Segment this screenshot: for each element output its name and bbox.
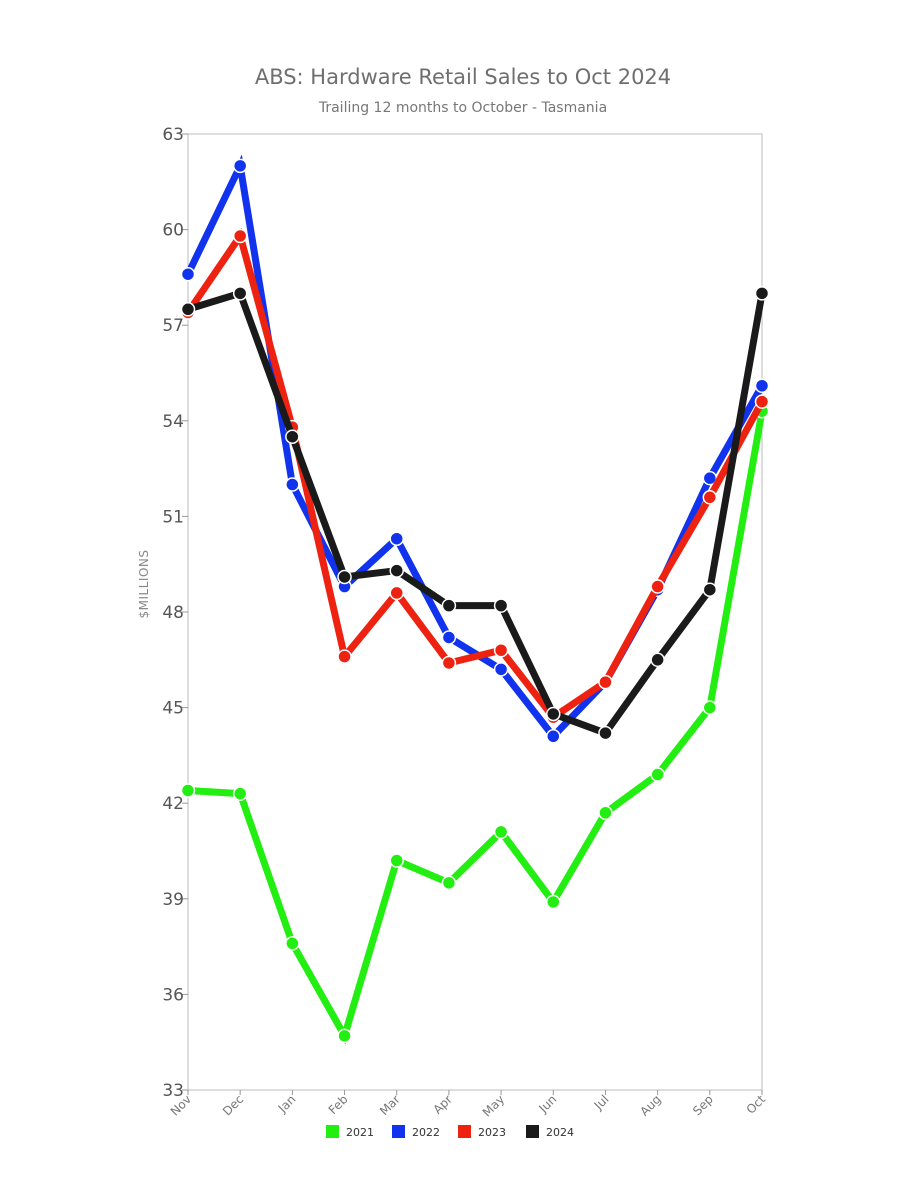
y-tick-label: 60 bbox=[162, 221, 184, 241]
data-point bbox=[232, 228, 248, 244]
data-point bbox=[389, 563, 404, 578]
legend-item-2023: 2023 bbox=[458, 1125, 506, 1139]
x-tick-label: Apr bbox=[430, 1092, 455, 1117]
x-tick-label: Feb bbox=[326, 1092, 351, 1117]
series-line-2023 bbox=[185, 227, 766, 722]
y-tick-label: 33 bbox=[162, 1081, 184, 1101]
data-point bbox=[650, 767, 665, 782]
y-tick-label: 54 bbox=[162, 412, 184, 432]
data-point bbox=[389, 853, 404, 868]
data-point bbox=[232, 786, 248, 801]
legend-label: 2022 bbox=[412, 1126, 440, 1139]
data-point bbox=[285, 936, 300, 951]
data-point bbox=[337, 649, 352, 664]
y-tick-label: 42 bbox=[162, 794, 184, 814]
x-tick-label: May bbox=[480, 1092, 507, 1119]
data-point bbox=[546, 894, 561, 910]
x-tick-label: Mar bbox=[377, 1092, 403, 1118]
data-point bbox=[285, 477, 300, 492]
x-tick-label: Jan bbox=[275, 1092, 299, 1116]
series-2024 bbox=[180, 286, 770, 741]
x-tick-label: Jun bbox=[536, 1092, 560, 1116]
data-point bbox=[598, 725, 613, 741]
data-point bbox=[180, 783, 196, 798]
legend-swatch bbox=[392, 1125, 405, 1138]
data-point bbox=[546, 706, 561, 722]
series-2021 bbox=[180, 403, 770, 1045]
data-point bbox=[232, 158, 248, 174]
data-point bbox=[389, 531, 404, 546]
y-tick-label: 51 bbox=[162, 507, 184, 527]
legend-swatch bbox=[526, 1125, 539, 1138]
x-tick-label: Aug bbox=[637, 1092, 663, 1118]
y-tick-label: 48 bbox=[162, 603, 184, 623]
legend-item-2021: 2021 bbox=[326, 1125, 374, 1139]
series-line-2024 bbox=[186, 289, 766, 738]
data-point bbox=[546, 729, 561, 744]
y-tick-label: 57 bbox=[162, 316, 184, 336]
x-tick-label: Dec bbox=[220, 1092, 246, 1118]
data-point bbox=[441, 598, 457, 613]
legend-item-2024: 2024 bbox=[526, 1125, 574, 1139]
data-point bbox=[754, 286, 770, 301]
data-point bbox=[232, 286, 248, 301]
legend-label: 2023 bbox=[478, 1126, 506, 1139]
y-tick-label: 39 bbox=[162, 890, 184, 910]
data-point bbox=[650, 652, 665, 668]
legend-item-2022: 2022 bbox=[392, 1125, 440, 1139]
legend-swatch bbox=[458, 1125, 471, 1138]
data-point bbox=[180, 266, 196, 282]
data-point bbox=[441, 875, 457, 891]
data-point bbox=[441, 630, 457, 645]
data-point bbox=[598, 674, 613, 690]
x-tick-label: Oct bbox=[744, 1092, 769, 1117]
data-point bbox=[754, 378, 770, 393]
x-axis: Nov Dec Jan Feb Mar Apr May Jun Jul Aug Sep Oct bbox=[168, 1090, 769, 1120]
data-point bbox=[441, 655, 457, 671]
data-point bbox=[337, 1028, 352, 1044]
data-point bbox=[493, 824, 509, 840]
legend-label: 2024 bbox=[546, 1126, 574, 1139]
plot-border bbox=[187, 133, 763, 1091]
plot-area bbox=[187, 133, 763, 1091]
data-point bbox=[702, 700, 718, 715]
data-point bbox=[702, 582, 718, 597]
legend-swatch bbox=[326, 1125, 339, 1138]
data-point bbox=[493, 598, 509, 613]
data-point bbox=[754, 394, 770, 409]
series-line-2021 bbox=[187, 410, 766, 1045]
data-point bbox=[389, 585, 404, 601]
data-point bbox=[702, 490, 718, 505]
y-tick-label: 36 bbox=[162, 985, 184, 1005]
chart-title: ABS: Hardware Retail Sales to Oct 2024 bbox=[255, 65, 671, 89]
x-tick-label: Jul bbox=[591, 1092, 612, 1113]
legend: 2021 2022 2023 2024 bbox=[326, 1125, 574, 1139]
y-tick-label: 45 bbox=[162, 699, 184, 719]
data-point bbox=[493, 642, 509, 658]
series-line-2022 bbox=[184, 154, 766, 742]
x-tick-label: Sep bbox=[690, 1092, 716, 1118]
y-axis: 33 36 39 42 45 48 51 54 57 60 63 bbox=[162, 125, 188, 1101]
chart-subtitle: Trailing 12 months to October - Tasmania bbox=[318, 100, 607, 116]
y-tick-label: 63 bbox=[162, 125, 184, 145]
series-layer bbox=[180, 154, 770, 1045]
data-point bbox=[493, 662, 509, 677]
data-point bbox=[650, 579, 665, 594]
data-point bbox=[337, 569, 352, 585]
legend-label: 2021 bbox=[346, 1126, 374, 1139]
y-axis-label: $MILLIONS bbox=[137, 550, 151, 619]
data-point bbox=[285, 429, 300, 444]
data-point bbox=[598, 805, 613, 821]
data-point bbox=[180, 302, 196, 317]
